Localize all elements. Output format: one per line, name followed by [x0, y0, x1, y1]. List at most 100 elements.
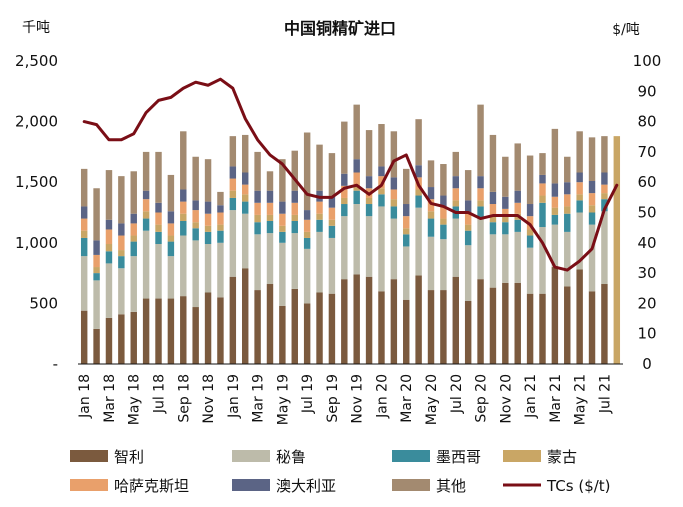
legend-swatch: [392, 450, 430, 462]
bar-segment: [217, 205, 224, 213]
bar-segment: [564, 194, 571, 207]
bar-segment: [229, 166, 237, 179]
bar-segment: [551, 267, 559, 364]
bar-segment: [130, 235, 137, 242]
bar-segment: [489, 287, 497, 364]
bar-segment: [464, 245, 472, 301]
bar-segment: [167, 211, 175, 224]
bar-segment: [378, 124, 385, 167]
left-axis-unit: 千吨: [22, 20, 50, 36]
bar-segment: [105, 170, 113, 220]
bar-segment: [130, 171, 137, 214]
bar-segment: [167, 298, 175, 364]
bar-segment: [316, 213, 323, 220]
tc-line: [82, 77, 619, 272]
bar-segment: [464, 300, 472, 364]
bar-segment: [576, 269, 583, 364]
bar-segment: [353, 159, 360, 173]
bar-segment: [390, 218, 398, 280]
left-tick-label: -: [53, 355, 58, 373]
bar-segment: [464, 224, 472, 231]
bar-segment: [440, 195, 447, 207]
bar-segment: [155, 202, 162, 213]
bar-segment: [142, 230, 150, 299]
bar-segment: [291, 220, 298, 234]
bar-segment: [93, 328, 100, 364]
legend-swatch: [503, 450, 541, 462]
bar-segment: [353, 274, 360, 364]
bar-segment: [452, 188, 459, 201]
bar-segment: [365, 276, 373, 364]
bar-segment: [80, 168, 88, 207]
bar-segment: [452, 176, 459, 189]
bar-segment: [526, 235, 534, 248]
right-tick-label: 10: [637, 325, 656, 343]
bar-segment: [390, 189, 398, 200]
bar-segment: [279, 242, 286, 306]
bar-segment: [588, 180, 596, 194]
bar-segment: [403, 204, 410, 217]
bar-segment: [353, 172, 360, 185]
bar-segment: [266, 220, 274, 234]
legend-swatch: [232, 479, 270, 491]
bar-segment: [551, 183, 559, 197]
bar-segment: [254, 290, 261, 364]
x-tick-label: Sep 18: [176, 374, 192, 423]
legend-label: 智利: [114, 448, 144, 466]
bar-segment: [526, 155, 534, 205]
bar-segment: [118, 250, 125, 257]
bar-segment: [427, 187, 435, 200]
x-tick-label: May 19: [275, 374, 291, 425]
left-tick-label: 500: [29, 294, 58, 312]
x-tick-label: Sep 19: [325, 374, 341, 423]
bar-segment: [353, 184, 360, 191]
bar-segment: [539, 183, 546, 196]
bar-segment: [192, 210, 199, 223]
bar-segment: [93, 280, 100, 329]
bar-segment: [390, 177, 398, 190]
bar-segment: [601, 184, 608, 194]
bar-segment: [155, 298, 162, 364]
bar-segment: [427, 211, 435, 219]
bar-segment: [390, 199, 398, 207]
bar-segment: [328, 153, 336, 197]
bar-segment: [403, 216, 410, 229]
bar-segment: [130, 241, 137, 257]
bar-segment: [192, 222, 199, 229]
right-tick-label: 50: [637, 204, 656, 222]
bar-segment: [180, 213, 187, 221]
x-tick-label: Nov 19: [350, 374, 366, 424]
x-tick-label: Jul 20: [449, 374, 465, 414]
bar-segment: [291, 214, 298, 221]
bar-segment: [266, 190, 274, 203]
bar-segment: [155, 212, 162, 225]
bar-segment: [415, 119, 422, 166]
bar-segment: [576, 200, 583, 213]
bar-segment: [142, 298, 150, 364]
bar-segment: [576, 131, 583, 173]
legend-swatch: [70, 450, 108, 462]
legend-label: 哈萨克斯坦: [114, 477, 189, 495]
bar-segment: [80, 206, 88, 219]
bar-segment: [427, 236, 435, 291]
bar-segment: [155, 244, 162, 299]
bar-segment: [180, 131, 187, 190]
x-tick-label: May 18: [127, 374, 143, 425]
bar-segment: [365, 216, 373, 277]
bar-segment: [514, 219, 521, 232]
bar-segment: [291, 190, 298, 203]
bar-segment: [242, 201, 249, 214]
bar-segment: [118, 256, 125, 269]
bar-segment: [242, 134, 249, 173]
bar-segment: [316, 201, 323, 214]
bar-segment: [341, 185, 348, 198]
bar-segment: [192, 307, 199, 364]
bar-segment: [80, 237, 88, 257]
bar-segment: [489, 216, 497, 223]
bar-segment: [155, 231, 162, 245]
bar-segment: [192, 228, 199, 241]
bar-segment: [118, 223, 125, 236]
x-tick-label: Jul 21: [597, 374, 613, 414]
bar-segment: [303, 210, 311, 220]
